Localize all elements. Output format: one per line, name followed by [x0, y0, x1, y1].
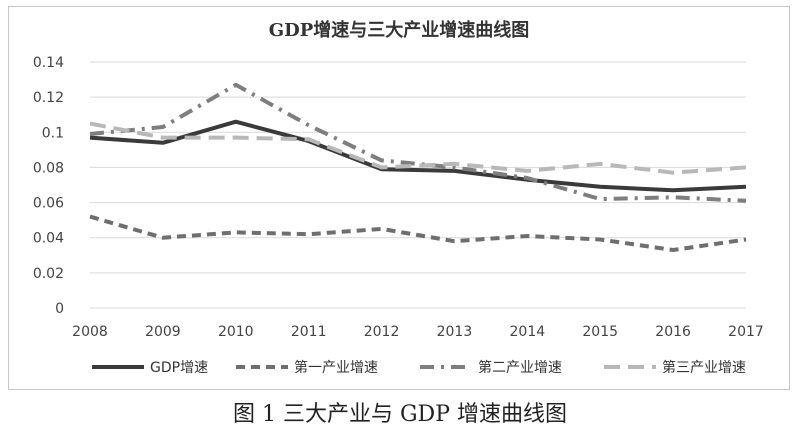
figure-caption: 图 1 三大产业与 GDP 增速曲线图 [233, 402, 567, 427]
series-line-3 [89, 121, 747, 175]
line-chart: GDP增速与三大产业增速曲线图 0 0.02 0.04 0.06 0.08 0.1 0.12… [33, 19, 764, 376]
legend: GDP增速 第一产业增速 第二产业增速 第三产业增速 [92, 359, 746, 376]
legend-label: 第一产业增速 [294, 359, 378, 376]
legend-label: GDP增速 [150, 360, 208, 376]
x-tick-label: 2015 [582, 324, 618, 340]
x-tick-label: 2014 [510, 324, 546, 340]
y-tick-label: 0.1 [42, 125, 64, 141]
x-tick-label: 2010 [218, 324, 254, 340]
legend-label: 第三产业增速 [662, 359, 746, 376]
series-lines [89, 82, 747, 252]
x-tick-label: 2013 [437, 324, 473, 340]
y-tick-label: 0.06 [33, 196, 64, 212]
y-tick-label: 0 [55, 301, 64, 317]
y-tick-label: 0.14 [33, 55, 64, 71]
series-line-2 [89, 82, 747, 203]
x-tick-label: 2012 [364, 324, 400, 340]
gridlines [90, 61, 746, 309]
y-tick-label: 0.12 [33, 90, 64, 106]
x-tick-label: 2016 [655, 324, 691, 340]
x-axis-ticks: 2008 2009 2010 2011 2012 2013 2014 2015 2016 2017 [72, 324, 764, 340]
x-tick-label: 2011 [291, 324, 327, 340]
y-axis-ticks: 0 0.02 0.04 0.06 0.08 0.1 0.12 0.14 [33, 55, 64, 317]
series-line-0 [89, 119, 747, 193]
x-tick-label: 2017 [728, 324, 764, 340]
x-tick-label: 2008 [72, 324, 108, 340]
chart-frame [8, 6, 790, 390]
y-tick-label: 0.08 [33, 160, 64, 176]
y-tick-label: 0.04 [33, 231, 64, 247]
series-line-1 [89, 214, 747, 252]
legend-label: 第二产业增速 [478, 359, 562, 376]
chart-title: GDP增速与三大产业增速曲线图 [269, 19, 530, 41]
y-tick-label: 0.02 [33, 266, 64, 282]
x-tick-label: 2009 [145, 324, 181, 340]
